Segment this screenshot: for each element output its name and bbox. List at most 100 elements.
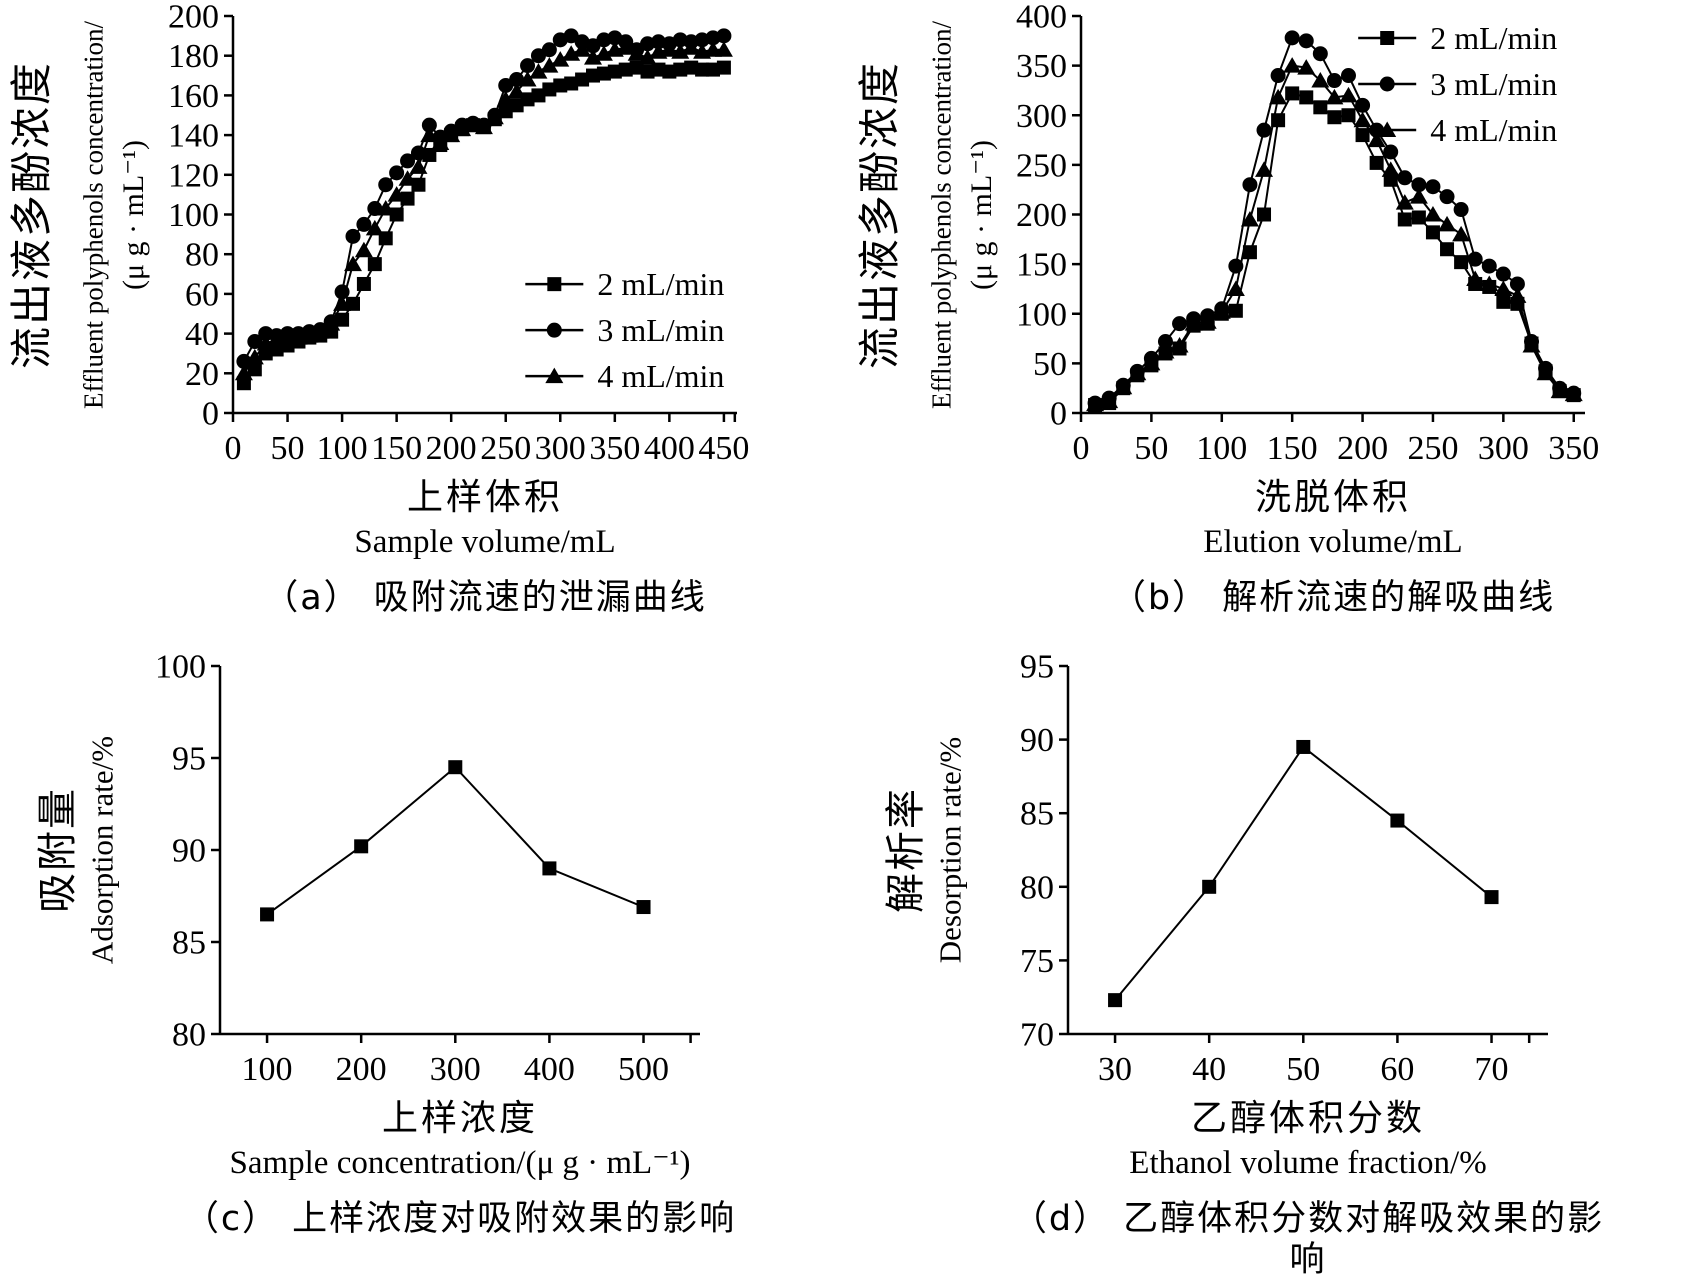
svg-text:4 mL/min: 4 mL/min (597, 358, 724, 394)
svg-text:120: 120 (168, 157, 219, 194)
svg-text:160: 160 (168, 78, 219, 115)
svg-text:200: 200 (336, 1051, 387, 1088)
panel-d-x-axis-title-en: Ethanol volume fraction/% (1129, 1145, 1487, 1182)
panel-a-y-axis-unit: (μ g · mL⁻¹) (117, 139, 150, 291)
panel-b: 流出液多酚浓度 Effluent polyphenols concentrati… (848, 0, 1696, 618)
panel-b-y-axis-title-en: Effluent polyphenols concentration/ (926, 21, 957, 409)
svg-text:400: 400 (1016, 0, 1067, 36)
svg-text:100: 100 (1196, 430, 1247, 467)
svg-text:40: 40 (1192, 1051, 1226, 1088)
svg-text:90: 90 (1020, 722, 1054, 759)
panel-a-plot-area: 流出液多酚浓度 Effluent polyphenols concentrati… (0, 0, 848, 475)
svg-text:150: 150 (371, 430, 422, 467)
svg-text:400: 400 (524, 1051, 575, 1088)
svg-text:50: 50 (1286, 1051, 1320, 1088)
svg-text:180: 180 (168, 38, 219, 75)
svg-text:200: 200 (1016, 197, 1067, 234)
svg-text:250: 250 (480, 430, 531, 467)
svg-text:80: 80 (172, 1017, 206, 1054)
panel-c-x-axis-title-zh: 上样浓度 (381, 1098, 538, 1139)
svg-text:85: 85 (1020, 796, 1054, 833)
svg-text:300: 300 (1478, 430, 1529, 467)
panel-d-y-axis-title-en: Desorption rate/% (932, 736, 968, 964)
panel-a: 流出液多酚浓度 Effluent polyphenols concentrati… (0, 0, 848, 618)
panel-d-y-axis-title-zh: 解析率 (883, 787, 929, 913)
svg-text:85: 85 (172, 925, 206, 962)
svg-text:50: 50 (271, 430, 305, 467)
panel-c-y-axis-title-zh: 吸附量 (35, 787, 81, 913)
panel-c: 吸附量 Adsorption rate/% 80 85 90 95 100 100 200 3… (0, 618, 848, 1240)
panel-a-footer: 上样体积 Sample volume/mL （a） 吸附流速的泄漏曲线 (185, 477, 785, 619)
svg-text:350: 350 (1548, 430, 1599, 467)
svg-text:40: 40 (185, 316, 219, 353)
svg-text:50: 50 (1134, 430, 1168, 467)
panel-b-plot-area: 流出液多酚浓度 Effluent polyphenols concentrati… (848, 0, 1696, 475)
svg-text:300: 300 (430, 1051, 481, 1088)
svg-text:450: 450 (698, 430, 749, 467)
svg-text:200: 200 (168, 0, 219, 36)
panel-c-footer: 上样浓度 Sample concentration/(μ g · mL⁻¹) （… (160, 1098, 760, 1240)
panel-d-plot-area: 解析率 Desorption rate/% 70 75 80 85 90 95 30 40 50… (848, 646, 1696, 1096)
panel-c-plot-area: 吸附量 Adsorption rate/% 80 85 90 95 100 100 200 3… (0, 646, 848, 1096)
panel-b-y-axis-unit: (μ g · mL⁻¹) (965, 139, 998, 291)
svg-text:60: 60 (1380, 1051, 1414, 1088)
svg-text:60: 60 (185, 276, 219, 313)
panel-a-y-axis-title: 流出液多酚浓度 Effluent polyphenols concentrati… (0, 0, 155, 475)
svg-text:300: 300 (1016, 98, 1067, 135)
panel-d-caption: （d） 乙醇体积分数对解吸效果的影响 (1011, 1199, 1605, 1280)
svg-text:70: 70 (1020, 1017, 1054, 1054)
panel-b-x-axis-title-en: Elution volume/mL (1203, 524, 1463, 561)
svg-text:20: 20 (185, 356, 219, 393)
panel-d-footer: 乙醇体积分数 Ethanol volume fraction/% （d） 乙醇体… (1008, 1098, 1608, 1280)
svg-text:0: 0 (225, 430, 242, 467)
svg-text:90: 90 (172, 833, 206, 870)
panel-d: 解析率 Desorption rate/% 70 75 80 85 90 95 30 40 50… (848, 618, 1696, 1280)
svg-text:0: 0 (1073, 430, 1090, 467)
svg-text:95: 95 (1020, 649, 1054, 686)
svg-text:400: 400 (644, 430, 695, 467)
svg-text:4 mL/min: 4 mL/min (1430, 112, 1557, 148)
svg-text:150: 150 (1267, 430, 1318, 467)
svg-text:0: 0 (202, 396, 219, 433)
panel-b-y-axis-title: 流出液多酚浓度 Effluent polyphenols concentrati… (848, 0, 1003, 475)
panel-a-y-axis-title-en: Effluent polyphenols concentration/ (78, 21, 109, 409)
svg-text:150: 150 (1016, 247, 1067, 284)
svg-text:100: 100 (317, 430, 368, 467)
svg-text:250: 250 (1407, 430, 1458, 467)
panel-c-y-axis-title: 吸附量 Adsorption rate/% (0, 646, 130, 1096)
svg-text:2 mL/min: 2 mL/min (597, 266, 724, 302)
svg-text:3 mL/min: 3 mL/min (597, 312, 724, 348)
svg-text:70: 70 (1475, 1051, 1509, 1088)
panel-a-y-axis-title-zh: 流出液多酚浓度 (7, 60, 56, 370)
svg-text:140: 140 (168, 118, 219, 155)
svg-text:350: 350 (589, 430, 640, 467)
svg-text:100: 100 (155, 649, 206, 686)
svg-text:0: 0 (1050, 396, 1067, 433)
panel-c-x-axis-title-en: Sample concentration/(μ g · mL⁻¹) (229, 1145, 691, 1182)
panel-c-chart-canvas: 80 85 90 95 100 100 200 300 400 500 (155, 649, 700, 1088)
svg-text:100: 100 (1016, 296, 1067, 333)
svg-text:50: 50 (1033, 346, 1067, 383)
panel-d-x-axis-title-zh: 乙醇体积分数 (1190, 1098, 1425, 1139)
svg-text:2 mL/min: 2 mL/min (1430, 20, 1557, 56)
panel-c-caption: （c） 上样浓度对吸附效果的影响 (183, 1199, 737, 1240)
panel-b-x-axis-title-zh: 洗脱体积 (1254, 477, 1411, 518)
panel-d-chart-canvas: 70 75 80 85 90 95 30 40 50 60 70 (1020, 649, 1548, 1088)
panel-d-y-axis-title: 解析率 Desorption rate/% (848, 646, 978, 1096)
svg-text:100: 100 (242, 1051, 293, 1088)
svg-text:200: 200 (1337, 430, 1388, 467)
svg-text:250: 250 (1016, 147, 1067, 184)
svg-text:500: 500 (618, 1051, 669, 1088)
panel-b-y-axis-title-zh: 流出液多酚浓度 (855, 60, 904, 370)
svg-text:95: 95 (172, 741, 206, 778)
panel-c-y-axis-title-en: Adsorption rate/% (84, 735, 120, 965)
svg-text:200: 200 (426, 430, 477, 467)
panel-b-chart-canvas: 0 50 100 150 200 250 300 350 400 0 50 100 150 200 250 3… (1016, 0, 1599, 467)
svg-text:30: 30 (1098, 1051, 1132, 1088)
svg-text:3 mL/min: 3 mL/min (1430, 66, 1557, 102)
svg-text:100: 100 (168, 197, 219, 234)
svg-text:80: 80 (1020, 869, 1054, 906)
svg-text:350: 350 (1016, 48, 1067, 85)
